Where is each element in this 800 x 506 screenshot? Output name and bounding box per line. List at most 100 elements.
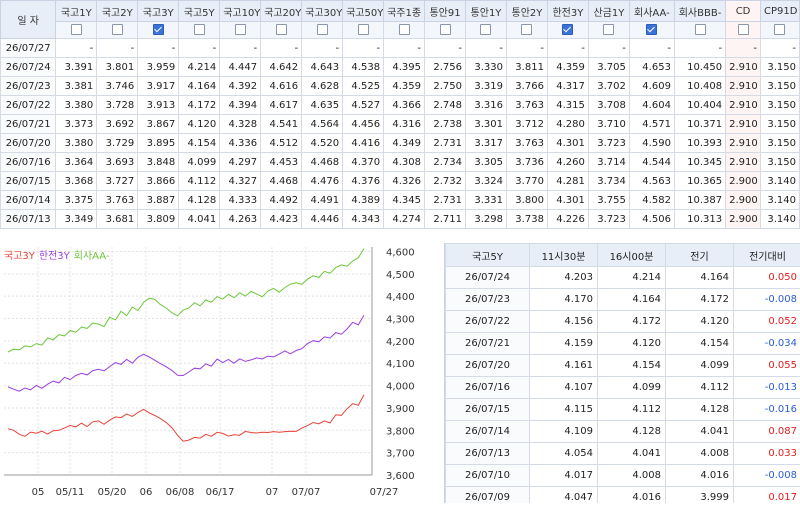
- series-checkbox[interactable]: [603, 24, 614, 35]
- value-cell: 4.128: [598, 421, 666, 443]
- series-checkbox[interactable]: [738, 24, 749, 35]
- rate-cell: 4.628: [302, 77, 343, 96]
- checkbox-cell: [674, 22, 725, 39]
- rate-cell: 3.301: [466, 115, 507, 134]
- series-checkbox[interactable]: [440, 24, 451, 35]
- change-cell: -0.013: [734, 377, 800, 399]
- column-header[interactable]: 국고2Y: [97, 1, 138, 22]
- rate-cell: 4.297: [220, 153, 261, 172]
- y-tick-label: 4,000: [386, 382, 415, 393]
- rate-cell: 4.653: [629, 58, 674, 77]
- rate-cell: 3.150: [760, 153, 799, 172]
- rate-cell: 10.365: [674, 172, 725, 191]
- rate-cell: 4.604: [629, 96, 674, 115]
- detail-column-header[interactable]: 전기대비: [734, 244, 800, 267]
- rate-cell: 4.041: [179, 210, 220, 229]
- column-header[interactable]: 회사BBB-: [674, 1, 725, 22]
- rate-cell: 4.609: [629, 77, 674, 96]
- column-header[interactable]: 회사AA-: [629, 1, 674, 22]
- column-header[interactable]: 한전3Y: [547, 1, 588, 22]
- rate-cell: 3.763: [506, 134, 547, 153]
- rate-cell: 3.150: [760, 115, 799, 134]
- detail-column-header[interactable]: 전기: [666, 244, 734, 267]
- change-cell: -0.034: [734, 333, 800, 355]
- column-header[interactable]: 통안2Y: [506, 1, 547, 22]
- rate-cell: 3.368: [56, 172, 97, 191]
- series-checkbox[interactable]: [194, 24, 205, 35]
- column-header[interactable]: 통안1Y: [466, 1, 507, 22]
- column-header[interactable]: CD: [726, 1, 761, 22]
- column-header[interactable]: 국고20Y: [261, 1, 302, 22]
- column-header[interactable]: 통안91: [425, 1, 466, 22]
- detail-column-header[interactable]: 국고5Y: [446, 244, 530, 267]
- column-header[interactable]: 국고5Y: [179, 1, 220, 22]
- rate-cell: 3.755: [588, 191, 629, 210]
- column-header[interactable]: 국고50Y: [343, 1, 384, 22]
- detail-column-header[interactable]: 16시00분: [598, 244, 666, 267]
- date-cell: 26/07/13: [446, 443, 530, 465]
- column-header[interactable]: 국고3Y: [138, 1, 179, 22]
- rate-cell: 4.112: [179, 172, 220, 191]
- rate-cell: 4.128: [179, 191, 220, 210]
- column-header[interactable]: CP91D: [760, 1, 799, 22]
- rate-cell: 3.738: [506, 210, 547, 229]
- x-tick-label: 07: [266, 487, 279, 498]
- date-column-header[interactable]: 일 자: [1, 1, 56, 39]
- rate-cell: 4.349: [384, 134, 425, 153]
- series-checkbox[interactable]: [153, 24, 164, 35]
- series-checkbox[interactable]: [695, 24, 706, 35]
- series-checkbox[interactable]: [774, 24, 785, 35]
- series-checkbox[interactable]: [521, 24, 532, 35]
- value-cell: 4.017: [530, 465, 598, 487]
- series-checkbox[interactable]: [399, 24, 410, 35]
- series-checkbox[interactable]: [112, 24, 123, 35]
- column-header[interactable]: 국고10Y: [220, 1, 261, 22]
- rate-cell: 3.364: [56, 153, 97, 172]
- column-header[interactable]: 산금1Y: [588, 1, 629, 22]
- series-checkbox[interactable]: [276, 24, 287, 35]
- y-tick-label: 4,300: [386, 315, 415, 326]
- rate-cell: 2.738: [425, 115, 466, 134]
- rate-cell: -: [506, 39, 547, 58]
- series-checkbox[interactable]: [646, 24, 657, 35]
- detail-column-header[interactable]: 11시30분: [530, 244, 598, 267]
- rate-cell: 2.900: [726, 172, 761, 191]
- value-cell: 4.120: [598, 333, 666, 355]
- series-checkbox[interactable]: [358, 24, 369, 35]
- date-cell: 26/07/13: [1, 210, 56, 229]
- series-checkbox[interactable]: [71, 24, 82, 35]
- table-row[interactable]: 26/07/27------------------: [1, 39, 800, 58]
- date-cell: 26/07/20: [1, 134, 56, 153]
- column-header[interactable]: 국주1종: [384, 1, 425, 22]
- series-checkbox[interactable]: [317, 24, 328, 35]
- series-checkbox[interactable]: [562, 24, 573, 35]
- date-cell: 26/07/09: [446, 487, 530, 504]
- series-line-1: [8, 315, 364, 391]
- rate-cell: 4.120: [179, 115, 220, 134]
- date-cell: 26/07/21: [1, 115, 56, 134]
- column-header[interactable]: 국고1Y: [56, 1, 97, 22]
- column-header[interactable]: 국고30Y: [302, 1, 343, 22]
- series-checkbox[interactable]: [480, 24, 491, 35]
- series-checkbox[interactable]: [235, 24, 246, 35]
